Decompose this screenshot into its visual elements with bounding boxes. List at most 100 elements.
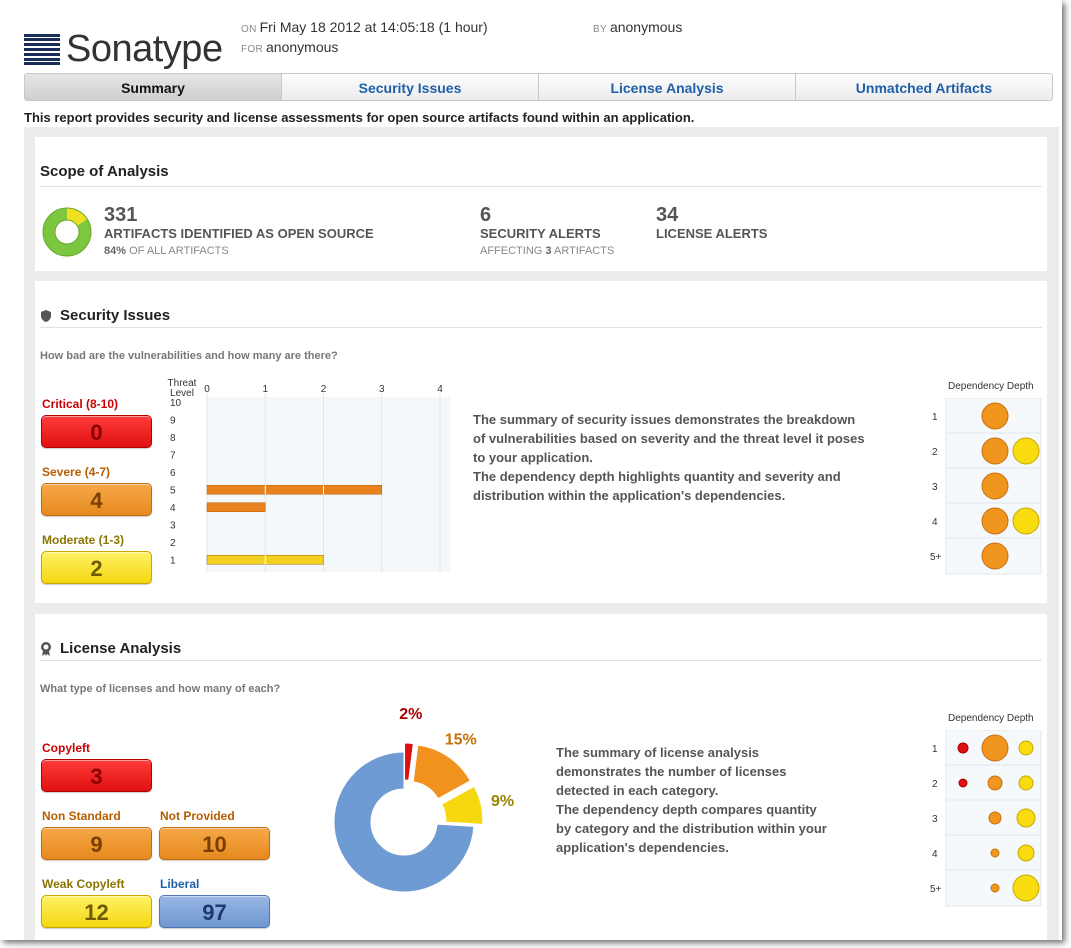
by-value: anonymous [609, 19, 683, 35]
security-desc-line: The dependency depth highlights quantity… [473, 469, 841, 484]
y-tick-label: 8 [170, 433, 176, 444]
non-standard-count-box[interactable]: 9 [41, 827, 152, 860]
artifacts-label: ARTIFACTS IDENTIFIED AS OPEN SOURCE [104, 226, 374, 241]
y-tick-label: 5 [170, 485, 176, 496]
artifacts-word: ARTIFACTS [553, 245, 615, 257]
divider [40, 327, 1042, 328]
non-standard-bubble [981, 734, 1009, 762]
weak-copyleft-label: Weak Copyleft [42, 877, 125, 891]
security-alerts-count: 6 [480, 204, 492, 226]
severe-bubble [981, 472, 1009, 500]
moderate-count-box[interactable]: 2 [41, 551, 152, 584]
license-title-text: License Analysis [60, 640, 182, 657]
pie-slice [333, 751, 475, 893]
y-axis-label: Level [170, 388, 194, 399]
y-tick-label: 2 [170, 538, 176, 549]
tab-license-analysis[interactable]: License Analysis [539, 74, 796, 100]
moderate-bubble [1012, 437, 1040, 465]
security-panel: Security Issues How bad are the vulnerab… [35, 281, 1047, 603]
severe-count-box[interactable]: 4 [41, 483, 152, 516]
license-desc-line: demonstrates the number of licenses [556, 764, 787, 779]
shield-icon [41, 309, 51, 322]
threat-bar [206, 502, 266, 512]
scope-panel: Scope of Analysis 331 ARTIFACTS IDENTIFI… [35, 137, 1047, 271]
depth-row-label: 1 [932, 744, 938, 755]
affecting-label: AFFECTING [480, 245, 543, 257]
license-desc-line: by category and the distribution within … [556, 821, 827, 836]
tab-security-issues[interactable]: Security Issues [282, 74, 539, 100]
license-alerts-label: LICENSE ALERTS [656, 226, 768, 241]
pie-slice [412, 744, 472, 800]
weak-copyleft-bubble [1018, 775, 1034, 791]
tab-summary[interactable]: Summary [25, 74, 282, 100]
security-dependency-title: Dependency Depth [948, 381, 1034, 392]
sonatype-logo: Sonatype [24, 28, 223, 71]
security-question: How bad are the vulnerabilities and how … [40, 350, 338, 362]
affecting-count: 3 [545, 245, 552, 257]
not-provided-label: Not Provided [160, 809, 235, 823]
weak-copyleft-bubble [1017, 844, 1035, 862]
date-value: Fri May 18 2012 at 14:05:18 (1 hour) [259, 19, 488, 35]
security-description: The summary of security issues demonstra… [473, 410, 893, 505]
license-description: The summary of license analysis demonstr… [556, 743, 856, 857]
copyleft-count-box[interactable]: 3 [41, 759, 152, 792]
depth-row-label: 5+ [930, 884, 942, 895]
copyleft-bubble [957, 742, 969, 754]
depth-row-label: 3 [932, 814, 938, 825]
report-tabs: Summary Security Issues License Analysis… [24, 73, 1053, 101]
y-tick-label: 4 [170, 503, 176, 514]
depth-row-label: 2 [932, 447, 938, 458]
license-dependency-depth-chart [945, 730, 1042, 907]
depth-row-label: 4 [932, 517, 938, 528]
weak-copyleft-count-box[interactable]: 12 [41, 895, 152, 928]
critical-count-box[interactable]: 0 [41, 415, 152, 448]
moderate-bubble [1012, 507, 1040, 535]
non-standard-bubble [990, 883, 1000, 893]
threat-bar [206, 485, 382, 495]
depth-row-label: 5+ [930, 552, 942, 563]
non-standard-bubble [987, 775, 1003, 791]
security-title: Security Issues [40, 307, 170, 324]
tab-unmatched-artifacts[interactable]: Unmatched Artifacts [855, 80, 993, 96]
y-tick-label: 3 [170, 520, 176, 531]
artifacts-percent: 84% OF ALL ARTIFACTS [104, 245, 229, 257]
not-provided-count-box[interactable]: 10 [159, 827, 270, 860]
liberal-count-box[interactable]: 97 [159, 895, 270, 928]
non-standard-bubble [988, 811, 1002, 825]
license-question: What type of licenses and how many of ea… [40, 683, 281, 695]
pie-slice [404, 742, 414, 781]
y-tick-label: 7 [170, 450, 176, 461]
for-value: anonymous [266, 39, 339, 55]
brand-name: Sonatype [66, 28, 223, 70]
liberal-label: Liberal [160, 877, 200, 891]
weak-copyleft-bubble [1012, 874, 1040, 902]
for-label: FOR [241, 44, 264, 55]
report-intro: This report provides security and licens… [24, 110, 695, 125]
x-tick-label: 4 [437, 384, 443, 395]
y-tick-label: 1 [170, 555, 176, 566]
license-desc-line: detected in each category. [556, 783, 719, 798]
x-tick-label: 0 [204, 384, 210, 395]
divider [40, 660, 1042, 661]
report-by: BY anonymous [593, 19, 682, 35]
non-standard-label: Non Standard [42, 809, 121, 823]
y-tick-label: 9 [170, 415, 176, 426]
x-tick-label: 2 [321, 384, 327, 395]
security-title-text: Security Issues [60, 307, 171, 324]
report-for: FOR anonymous [241, 39, 338, 55]
critical-label: Critical (8-10) [42, 397, 119, 411]
artifacts-pct-label: OF ALL ARTIFACTS [129, 245, 229, 257]
severe-bubble [981, 437, 1009, 465]
by-label: BY [593, 24, 607, 35]
license-pie-chart: 2% 15% 9% [333, 706, 514, 893]
moderate-label: Moderate (1-3) [42, 533, 125, 547]
award-ribbon-icon [41, 641, 51, 656]
pie-slice-label: 2% [399, 706, 422, 723]
security-desc-line: of vulnerabilities based on severity and… [473, 431, 865, 446]
license-title: License Analysis [40, 640, 181, 657]
pie-slice [441, 785, 484, 825]
copyleft-label: Copyleft [42, 741, 90, 755]
license-alerts-count: 34 [656, 204, 679, 226]
depth-row-label: 1 [932, 412, 938, 423]
